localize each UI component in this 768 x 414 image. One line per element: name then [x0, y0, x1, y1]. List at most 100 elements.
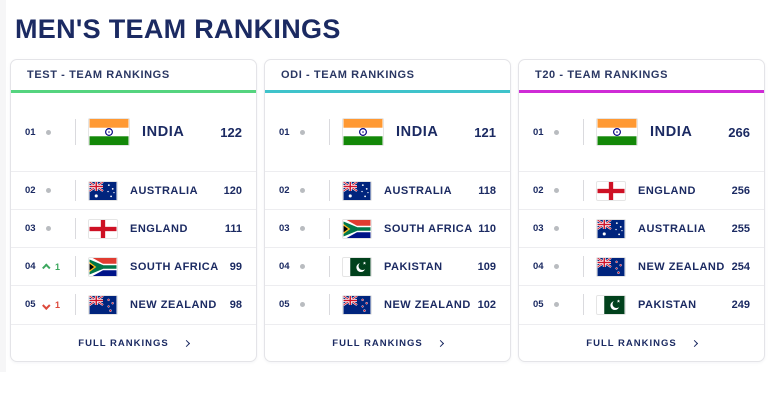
full-rankings-link[interactable]: FULL RANKINGS: [586, 338, 698, 349]
rank-number: 03: [533, 223, 544, 234]
full-rankings-label: FULL RANKINGS: [78, 337, 169, 349]
ranking-row[interactable]: 05 1 NEW ZEALAND 98: [11, 285, 256, 323]
divider: [329, 180, 330, 201]
team-rating: 102: [477, 298, 496, 311]
no-change-dot: [42, 188, 75, 193]
team-rating: 256: [731, 184, 750, 197]
divider: [329, 294, 330, 315]
no-change-dot: [296, 129, 329, 135]
divider: [75, 119, 76, 145]
card-footer: FULL RANKINGS: [11, 324, 256, 361]
team-rating: 99: [229, 260, 242, 273]
new-zealand-flag-icon: [343, 295, 371, 314]
rank-number: 02: [279, 185, 290, 196]
pakistan-flag-icon: [597, 295, 625, 314]
ranking-row[interactable]: 02 AUSTRALIA 118: [265, 171, 510, 209]
divider: [583, 218, 584, 239]
no-change-dot: [296, 188, 329, 193]
chevron-right-icon: [436, 339, 444, 347]
england-flag-icon: [89, 219, 117, 238]
rank-number: 04: [533, 261, 544, 272]
card-footer: FULL RANKINGS: [519, 324, 764, 361]
ranking-row[interactable]: 05 NEW ZEALAND 102: [265, 285, 510, 323]
dot-icon: [300, 264, 305, 269]
ranking-row[interactable]: 04 NEW ZEALAND 254: [519, 247, 764, 285]
team-name: SOUTH AFRICA: [384, 222, 473, 235]
team-name: ENGLAND: [638, 184, 696, 197]
team-name: INDIA: [142, 124, 185, 140]
rank-change-value: 1: [55, 299, 61, 310]
dot-icon: [554, 264, 559, 269]
no-change-dot: [550, 188, 583, 193]
ranking-row[interactable]: 03 AUSTRALIA 255: [519, 209, 764, 247]
rank-number: 02: [533, 185, 544, 196]
ranking-row[interactable]: 02 ENGLAND 256: [519, 171, 764, 209]
t20-accent-bar: [519, 90, 764, 93]
rank-number: 03: [279, 223, 290, 234]
team-name: ENGLAND: [130, 222, 188, 235]
south-africa-flag-icon: [89, 257, 117, 276]
divider: [75, 294, 76, 315]
team-name: PAKISTAN: [638, 298, 697, 311]
no-change-dot: [296, 302, 329, 307]
ranking-row[interactable]: 02 AUSTRALIA 120: [11, 171, 256, 209]
test-rankings-card: TEST - TEAM RANKINGS 01 INDIA 122 02 AUS…: [10, 59, 257, 362]
card-header: ODI - TEAM RANKINGS: [265, 60, 510, 90]
dot-icon: [554, 188, 559, 193]
t20-rankings-card: T20 - TEAM RANKINGS 01 INDIA 266 02 ENGL…: [518, 59, 765, 362]
dot-icon: [300, 129, 305, 135]
no-change-dot: [550, 226, 583, 231]
rank-up-indicator: 1: [42, 262, 75, 272]
team-rating: 111: [224, 222, 242, 235]
page-edge-strip: [0, 0, 6, 372]
full-rankings-link[interactable]: FULL RANKINGS: [78, 337, 190, 349]
ranking-row[interactable]: 01 INDIA 266: [519, 93, 764, 171]
team-name: NEW ZEALAND: [384, 298, 471, 311]
rank-number: 04: [279, 261, 290, 272]
ranking-row[interactable]: 01 INDIA 122: [11, 93, 256, 171]
pakistan-flag-icon: [343, 257, 371, 276]
team-name: AUSTRALIA: [130, 184, 199, 197]
ranking-row[interactable]: 04 PAKISTAN 109: [265, 247, 510, 285]
odi-accent-bar: [265, 90, 510, 93]
team-rating: 255: [731, 222, 750, 235]
ranking-row[interactable]: 05 PAKISTAN 249: [519, 285, 764, 323]
india-flag-icon: [89, 119, 129, 145]
rank-change-value: 1: [55, 261, 61, 272]
team-rating: 121: [474, 124, 496, 140]
divider: [329, 256, 330, 277]
rank-number: 05: [279, 299, 290, 310]
team-rating: 254: [731, 260, 750, 273]
divider: [583, 294, 584, 315]
chevron-down-icon: [42, 300, 51, 310]
chevron-right-icon: [690, 339, 698, 347]
australia-flag-icon: [597, 219, 625, 238]
india-flag-icon: [343, 119, 383, 145]
no-change-dot: [296, 226, 329, 231]
ranking-row[interactable]: 01 INDIA 121: [265, 93, 510, 171]
dot-icon: [46, 188, 51, 193]
team-rating: 98: [229, 298, 242, 311]
page-title: MEN'S TEAM RANKINGS: [15, 14, 341, 44]
team-rating: 120: [223, 184, 242, 197]
chevron-right-icon: [182, 339, 190, 347]
dot-icon: [554, 302, 559, 307]
dot-icon: [554, 226, 559, 231]
ranking-row[interactable]: 04 1 SOUTH AFRICA 99: [11, 247, 256, 285]
dot-icon: [46, 226, 51, 231]
ranking-row[interactable]: 03 SOUTH AFRICA 110: [265, 209, 510, 247]
dot-icon: [554, 129, 559, 135]
full-rankings-link[interactable]: FULL RANKINGS: [332, 338, 444, 349]
dot-icon: [46, 129, 51, 135]
team-rating: 110: [478, 222, 496, 235]
ranking-row[interactable]: 03 ENGLAND 111: [11, 209, 256, 247]
divider: [583, 119, 584, 145]
team-name: NEW ZEALAND: [130, 298, 217, 311]
card-title: TEST - TEAM RANKINGS: [27, 69, 170, 81]
england-flag-icon: [597, 181, 625, 200]
divider: [75, 180, 76, 201]
team-name: INDIA: [650, 124, 693, 140]
divider: [329, 119, 330, 145]
rank-number: 05: [533, 299, 544, 310]
rankings-section: MEN'S TEAM RANKINGS TEST - TEAM RANKINGS…: [10, 14, 765, 362]
